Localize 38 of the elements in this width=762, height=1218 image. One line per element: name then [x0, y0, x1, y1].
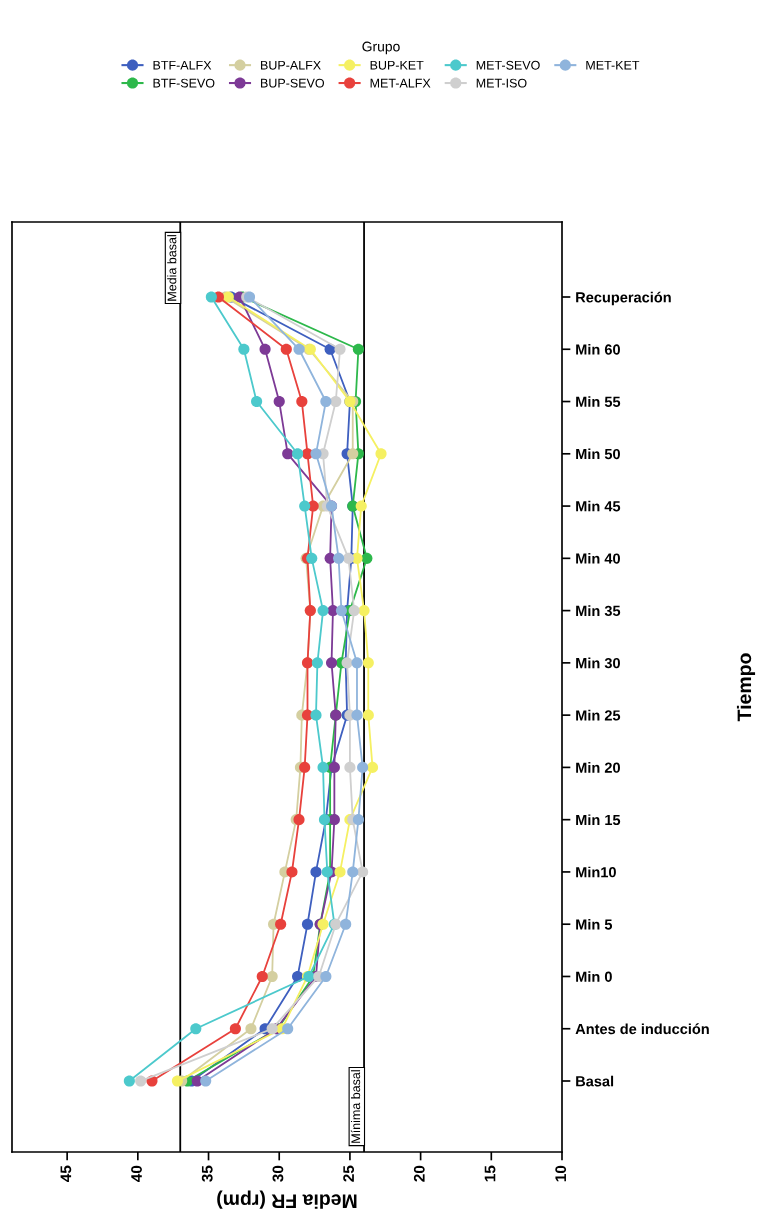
legend-label: MET-KET: [586, 60, 640, 70]
y-tick-label: Min 20: [576, 762, 620, 773]
y-tick-label: Antes de inducción: [575, 1023, 709, 1035]
legend-label: BUP-KET: [370, 60, 424, 70]
x-tick-label: 30: [272, 1165, 284, 1182]
y-tick-label: Min 5: [576, 918, 613, 930]
x-tick-label: 20: [413, 1165, 425, 1182]
y-tick-label: Min 25: [576, 709, 621, 721]
y-tick-label: Basal: [576, 1075, 614, 1087]
y-axis-title: Tiempo: [736, 653, 756, 722]
x-tick-label: 15: [484, 1165, 496, 1182]
legend-label: MET-SEVO: [476, 60, 540, 70]
x-tick-label: 10: [555, 1165, 567, 1182]
x-tick-label: 45: [60, 1165, 72, 1182]
y-tick-label: Min 50: [576, 448, 620, 460]
x-tick-label: 40: [131, 1165, 142, 1182]
legend-label: BUP-SEVO: [261, 78, 325, 88]
y-tick-label: Min10: [576, 866, 616, 878]
legend-label: MET-ALFX: [370, 78, 431, 88]
x-axis-title: Media FR (rpm): [217, 1190, 357, 1209]
y-tick-label: Recuperación: [576, 291, 671, 306]
legend-label: MET-ISO: [476, 78, 527, 88]
y-tick-label: Min 55: [576, 396, 621, 407]
x-tick-label: 35: [201, 1165, 213, 1182]
ref-line-label: Media basal: [167, 235, 177, 301]
y-tick-label: Min 45: [576, 500, 621, 512]
y-tick-label: Min 0: [576, 971, 612, 982]
y-tick-label: Min 15: [576, 814, 621, 826]
ref-line-label: Mínima basal: [350, 1070, 361, 1143]
legend-label: BTF-ALFX: [153, 60, 212, 70]
legend-label: BUP-ALFX: [261, 60, 321, 70]
y-tick-label: Min 30: [576, 657, 620, 669]
legend-title: Grupo: [362, 41, 400, 55]
y-tick-label: Min 60: [576, 343, 620, 355]
x-tick-label: 25: [343, 1165, 355, 1182]
legend-label: BTF-SEVO: [153, 78, 215, 88]
y-tick-label: Min 40: [576, 553, 620, 564]
y-tick-label: Min 35: [576, 605, 621, 617]
